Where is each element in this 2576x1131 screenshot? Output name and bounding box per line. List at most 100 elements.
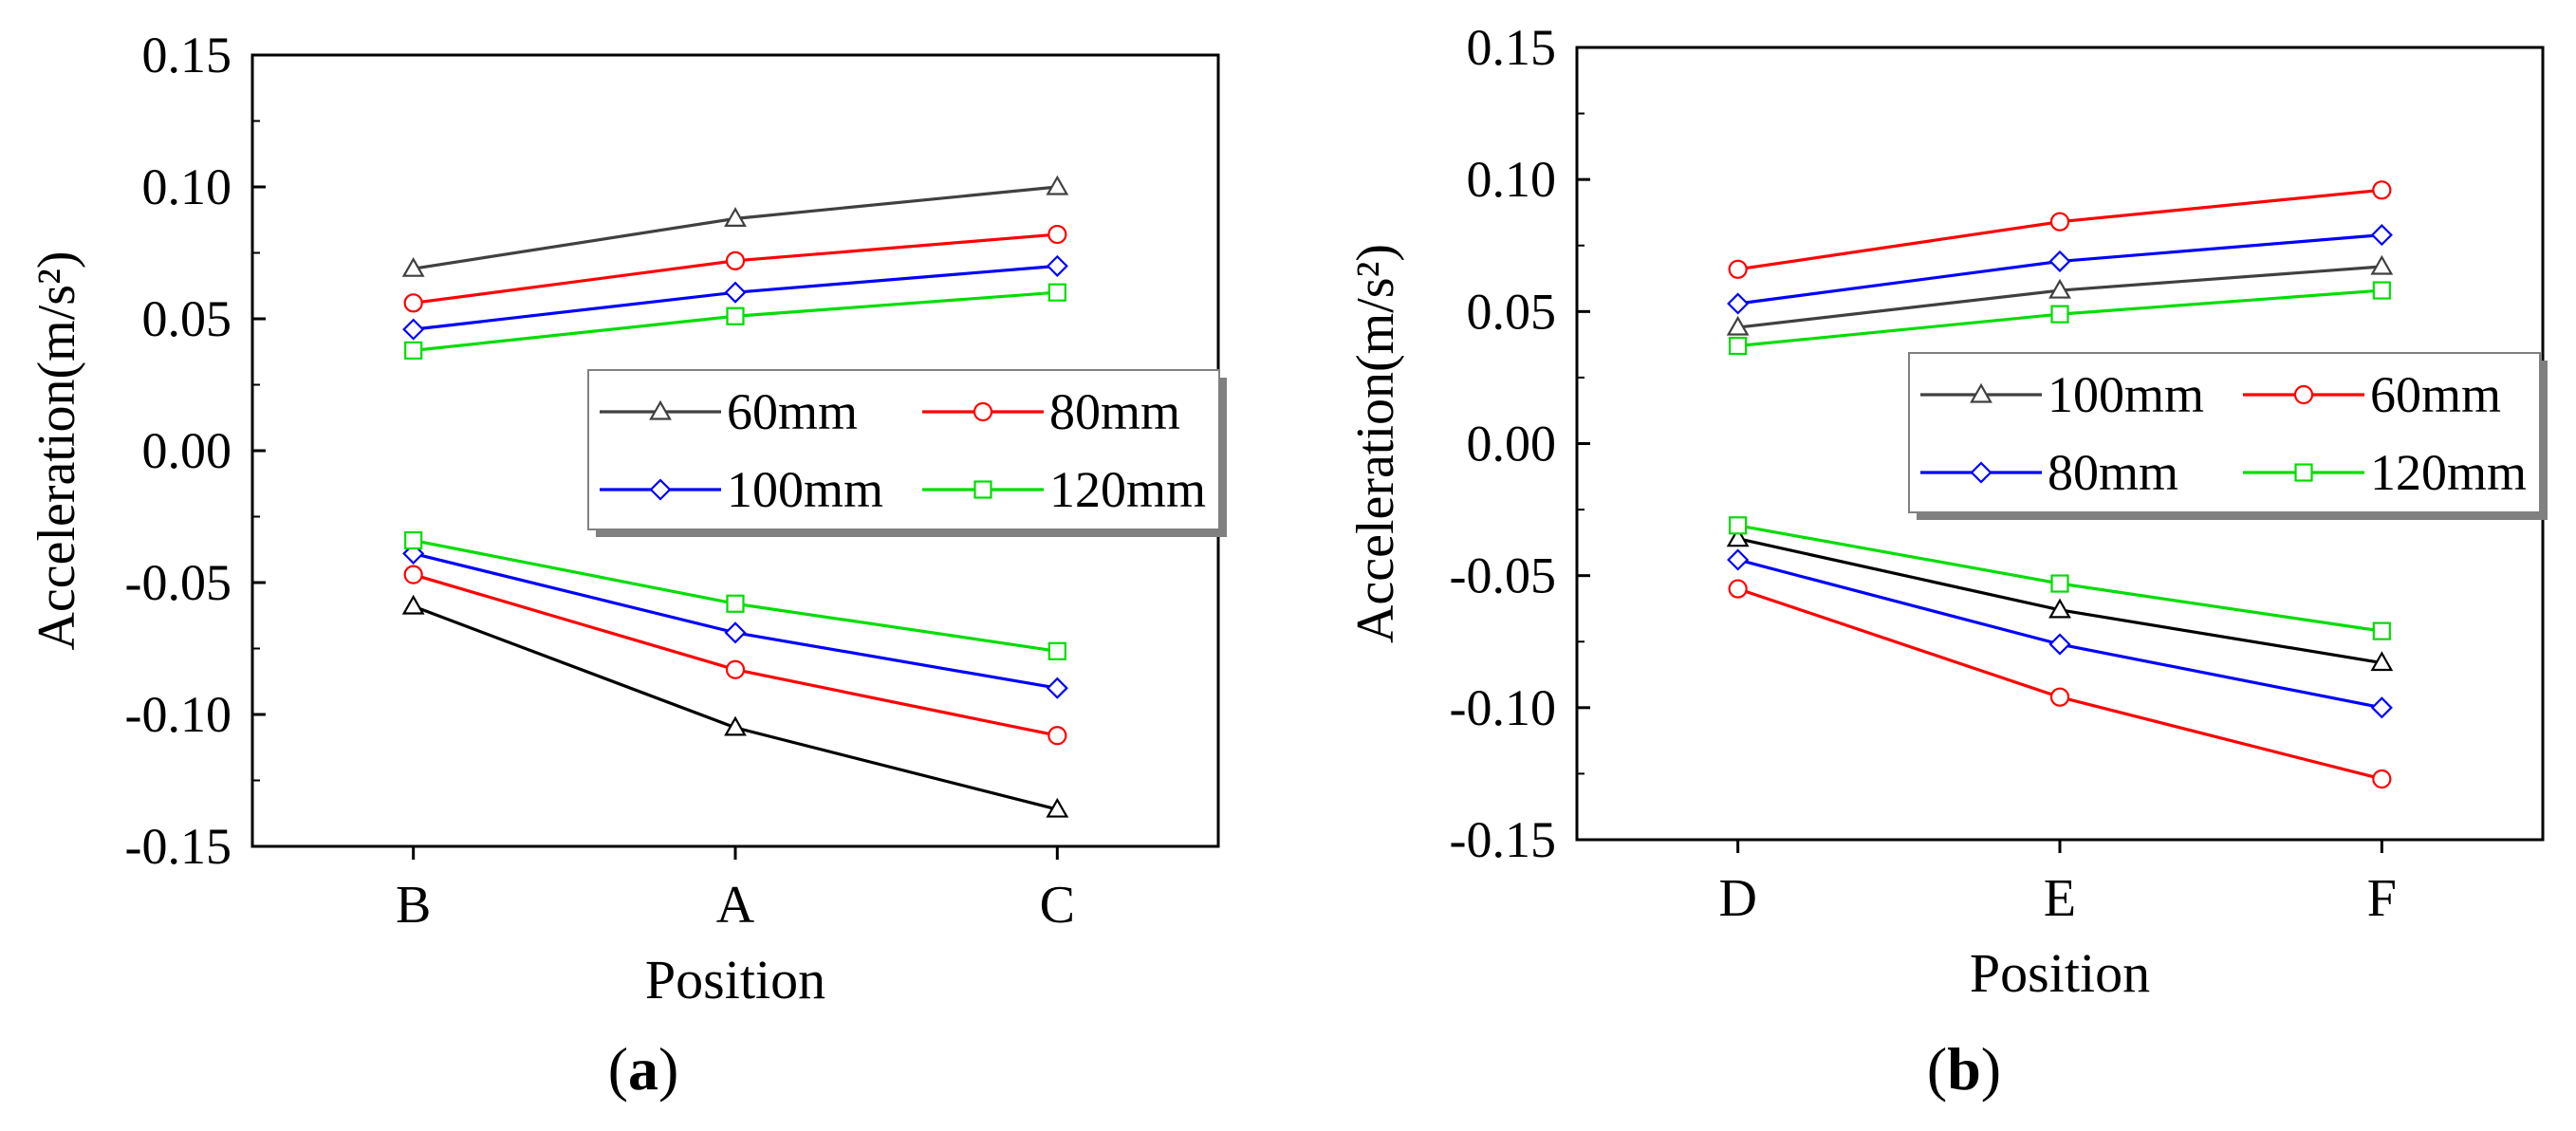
data-point xyxy=(1728,259,1748,279)
series-60mm-negative xyxy=(401,594,1069,818)
legend-label: 100mm xyxy=(2048,366,2204,423)
legend-item-100mm: 100mm xyxy=(1920,366,2204,423)
y-axis-title: Acceleration(m/s²) xyxy=(28,250,86,650)
legend-label: 80mm xyxy=(2048,444,2178,501)
caption-panel-a: (a) xyxy=(607,1035,679,1103)
data-point xyxy=(2048,278,2071,299)
legend-marker xyxy=(973,401,993,422)
series-80mm-positive xyxy=(403,224,1067,313)
data-point xyxy=(726,594,745,613)
legend-label: 120mm xyxy=(1049,461,1206,518)
data-point xyxy=(2048,598,2071,619)
series-80mm-negative xyxy=(403,565,1067,746)
series-100mm-positive xyxy=(1726,254,2394,336)
y-tick-label: 0.05 xyxy=(142,290,232,347)
y-tick-label: -0.15 xyxy=(1450,811,1556,868)
legend: 60mm 80mm 100mm 120mm xyxy=(587,369,1227,537)
y-tick-label: 0.15 xyxy=(142,27,232,83)
data-point xyxy=(2372,281,2391,300)
y-tick-label: 0.10 xyxy=(1467,151,1557,208)
legend-marker xyxy=(1970,461,1992,484)
series-120mm-negative xyxy=(404,530,1066,660)
data-point xyxy=(1727,292,1750,315)
y-tick-label: 0.15 xyxy=(1467,19,1557,76)
x-tick-label: E xyxy=(2044,869,2076,928)
y-axis: 0.15 0.10 0.05 0.00 -0.05 -0.10 -0.15 xyxy=(1450,19,1590,868)
legend-marker xyxy=(2294,463,2313,482)
data-point xyxy=(726,306,745,325)
data-point xyxy=(725,250,746,270)
data-point xyxy=(1726,315,1750,336)
data-point xyxy=(404,530,423,550)
data-point xyxy=(403,293,423,313)
data-point xyxy=(2370,224,2393,247)
data-point xyxy=(2370,696,2393,719)
data-point xyxy=(725,659,746,679)
x-tick-label: C xyxy=(1040,876,1075,935)
y-tick-label: -0.15 xyxy=(125,818,232,875)
series-80mm-negative xyxy=(1727,548,2393,719)
data-point xyxy=(1047,224,1067,245)
caption-label-a: a xyxy=(628,1035,658,1103)
series-60mm-positive xyxy=(1728,180,2392,279)
legend-item-100mm: 100mm xyxy=(600,461,883,518)
legend-marker xyxy=(2293,384,2314,405)
legend-label: 60mm xyxy=(727,383,858,440)
data-point xyxy=(1726,527,1750,547)
series-100mm-negative xyxy=(1726,527,2394,672)
data-point xyxy=(724,207,747,227)
series-120mm-negative xyxy=(1729,516,2391,640)
y-tick-label: -0.10 xyxy=(125,686,232,743)
y-tick-label: -0.05 xyxy=(125,554,232,611)
legend-label: 100mm xyxy=(727,461,883,518)
y-tick-label: -0.10 xyxy=(1450,679,1556,736)
data-point xyxy=(2049,687,2070,707)
caption-panel-b: (b) xyxy=(1926,1035,2002,1103)
data-point xyxy=(1729,336,1748,356)
chart-panel-b: 0.15 0.10 0.05 0.00 -0.05 -0.10 -0.15 D E F Positi… xyxy=(1346,19,2548,1004)
y-tick-label: 0.00 xyxy=(142,422,232,479)
data-point xyxy=(1046,175,1069,195)
data-point xyxy=(2370,254,2394,275)
data-point xyxy=(2372,621,2391,640)
legend-marker xyxy=(973,480,992,499)
legend-label: 120mm xyxy=(2370,444,2527,501)
x-tick-label: B xyxy=(396,876,431,935)
data-point xyxy=(1046,677,1068,699)
data-point xyxy=(2372,769,2392,789)
data-point xyxy=(724,715,747,736)
series-100mm-positive xyxy=(402,254,1068,341)
data-point xyxy=(1047,726,1067,746)
series-60mm-negative xyxy=(1728,579,2392,789)
y-tick-label: 0.05 xyxy=(1467,283,1557,340)
data-point xyxy=(2372,180,2392,200)
data-point xyxy=(402,318,425,341)
legend: 100mm 60mm 80mm 120mm xyxy=(1908,352,2548,520)
y-tick-label: -0.05 xyxy=(1450,547,1556,604)
series-120mm-positive xyxy=(404,283,1066,360)
data-point xyxy=(2050,574,2069,593)
series-120mm-positive xyxy=(1729,281,2391,356)
data-point xyxy=(2048,633,2071,656)
legend-marker xyxy=(1970,382,1992,403)
series-80mm-positive xyxy=(1727,224,2393,315)
caption-label-b: b xyxy=(1947,1035,1981,1103)
data-point xyxy=(1729,516,1748,535)
legend-marker xyxy=(649,399,672,420)
data-point xyxy=(1047,283,1066,302)
data-point xyxy=(1728,579,1748,599)
y-axis-title: Acceleration(m/s²) xyxy=(1346,244,1405,643)
x-axis: D E F xyxy=(1718,840,2397,928)
data-point xyxy=(401,256,425,277)
legend-item-120mm: 120mm xyxy=(922,461,1206,518)
y-tick-label: 0.00 xyxy=(1467,416,1557,473)
series-60mm-positive xyxy=(401,175,1069,277)
legend-box xyxy=(1908,352,2541,513)
y-axis: 0.15 0.10 0.05 0.00 -0.05 -0.10 -0.15 xyxy=(125,27,266,875)
legend-item-80mm: 80mm xyxy=(922,383,1180,440)
data-point xyxy=(401,594,425,615)
data-point xyxy=(1046,797,1069,818)
x-axis-title: Position xyxy=(1970,942,2150,1004)
